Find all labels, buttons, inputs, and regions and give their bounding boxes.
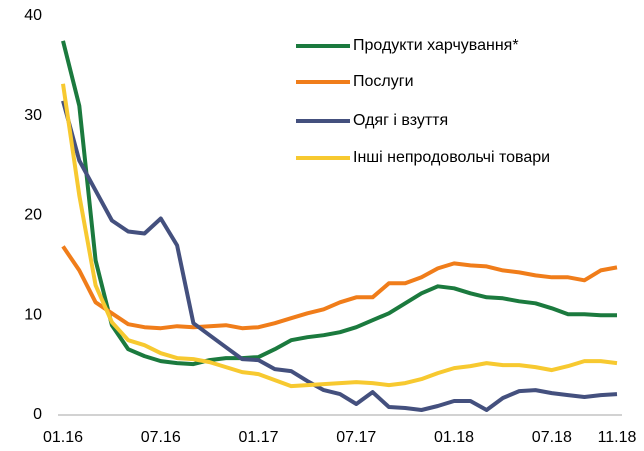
series-line — [61, 40, 617, 367]
y-tick-label: 0 — [33, 406, 42, 423]
legend-label: Послуги — [353, 73, 414, 90]
x-tick-label: 01.17 — [239, 429, 279, 446]
y-tick-label: 30 — [24, 107, 42, 124]
x-tick-label: 07.18 — [532, 429, 572, 446]
legend-label: Одяг і взуття — [353, 112, 448, 129]
series-line — [61, 100, 618, 412]
legend-label: Інші непродовольчі товари — [353, 149, 550, 166]
x-tick-label: 11.18 — [598, 429, 637, 446]
legend-label: Продукти харчування* — [353, 37, 519, 54]
y-tick-label: 40 — [24, 7, 42, 24]
x-tick-label: 07.16 — [141, 429, 181, 446]
series-line — [61, 83, 618, 389]
x-tick-label: 07.17 — [336, 429, 376, 446]
x-tick-label: 01.16 — [43, 429, 83, 446]
y-tick-label: 20 — [24, 207, 42, 224]
y-tick-label: 10 — [24, 306, 42, 323]
series-line — [61, 245, 618, 331]
x-tick-label: 01.18 — [434, 429, 474, 446]
